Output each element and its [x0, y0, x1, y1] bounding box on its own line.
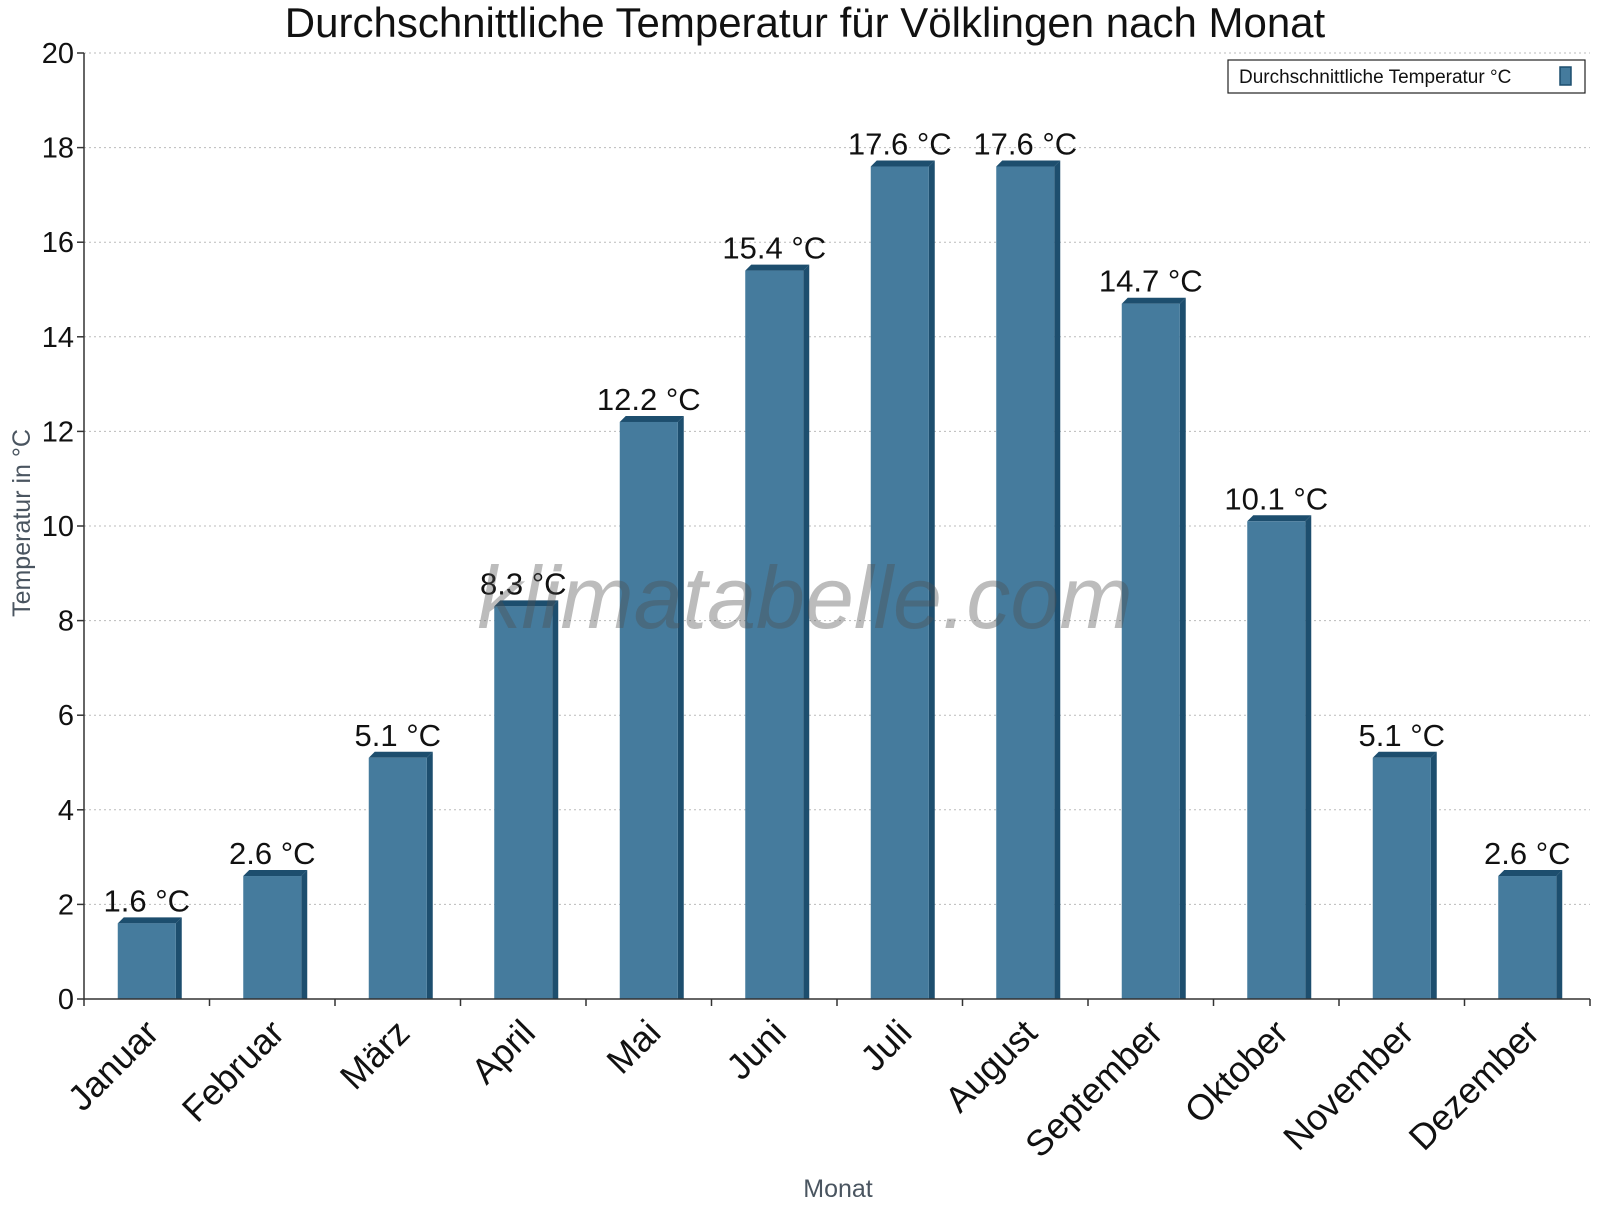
x-axis-title: Monat: [803, 1175, 873, 1200]
bar-top-face: [243, 870, 308, 877]
data-label: 1.6 °C: [104, 883, 191, 918]
x-tick-labels: Januar Februar März April Mai Juni Juli AugustS…: [60, 1012, 1547, 1166]
x-tick-label: März: [332, 1012, 418, 1098]
data-labels: 1.6 °C 2.6 °C 5.1 °C 8.3 °C 12.2 °C 15.4 °C 17…: [104, 127, 1571, 919]
bar-side-face: [928, 160, 935, 999]
bar-top-face: [1121, 297, 1186, 304]
y-tick-label: 2: [58, 889, 74, 921]
x-tick-label: Juni: [718, 1012, 794, 1088]
y-axis-title: Temperatur in °C: [8, 429, 36, 617]
bar-side-face: [1305, 515, 1312, 999]
data-label: 5.1 °C: [355, 718, 442, 753]
bars: [117, 160, 1563, 1000]
bar: [745, 270, 804, 1000]
data-label: 2.6 °C: [1484, 836, 1571, 871]
bar: [870, 166, 929, 999]
bar: [494, 606, 553, 999]
y-tick-labels: 0 2 4 6 8 10 12 14 16 18 20: [42, 38, 74, 1016]
y-tick-label: 4: [58, 795, 74, 827]
watermark: klimatabelle.com: [477, 548, 1132, 647]
bar-side-face: [1179, 297, 1186, 999]
y-tick-label: 20: [42, 38, 74, 70]
data-label: 17.6 °C: [973, 127, 1077, 162]
bar-side-face: [426, 751, 433, 999]
y-tick-label: 16: [42, 227, 74, 259]
data-label: 15.4 °C: [722, 231, 826, 266]
bar-top-face: [368, 751, 433, 758]
bar-top-face: [619, 415, 684, 422]
data-label: 8.3 °C: [480, 566, 567, 601]
data-label: 14.7 °C: [1099, 264, 1203, 299]
data-label: 17.6 °C: [848, 127, 952, 162]
legend-box: [1227, 59, 1586, 94]
bar-side-face: [803, 264, 810, 1000]
bar-top-face: [1247, 515, 1312, 522]
bar-top-face: [1498, 870, 1563, 877]
legend-swatch: [1559, 66, 1572, 86]
legend-label: Durchschnittliche Temperatur °C: [1239, 67, 1511, 88]
bar-side-face: [677, 415, 684, 999]
y-tick-label: 8: [58, 606, 74, 638]
y-tick-label: 12: [42, 416, 74, 448]
bar-side-face: [1556, 870, 1563, 999]
bar: [1247, 521, 1306, 999]
y-tick-label: 6: [58, 700, 74, 732]
x-tick-label: Januar: [60, 1012, 167, 1119]
bar-top-face: [745, 264, 810, 271]
bar-top-face: [996, 160, 1061, 167]
x-tick-label: November: [1275, 1012, 1421, 1158]
bar: [368, 757, 427, 999]
bar-side-face: [301, 870, 308, 999]
bar: [1498, 876, 1557, 999]
y-tick-label: 18: [42, 133, 74, 165]
data-label: 12.2 °C: [597, 382, 701, 417]
bar-top-face: [494, 600, 559, 607]
x-tick-label: Februar: [174, 1012, 292, 1130]
x-tick-label: April: [463, 1012, 543, 1092]
bar: [117, 923, 176, 999]
bar-side-face: [175, 917, 182, 999]
bar-side-face: [1430, 751, 1437, 999]
bar: [619, 421, 678, 999]
chart-title: Durchschnittliche Temperatur für Völklin…: [285, 0, 1326, 46]
x-tick-label: August: [937, 1012, 1045, 1120]
bar: [1121, 303, 1180, 999]
y-tick-label: 14: [42, 322, 74, 354]
y-tick-label: 0: [58, 984, 74, 1016]
bar: [1372, 757, 1431, 999]
data-label: 10.1 °C: [1224, 481, 1328, 516]
bar-top-face: [1372, 751, 1437, 758]
y-tick-label: 10: [42, 511, 74, 543]
bar: [996, 166, 1055, 999]
legend: Durchschnittliche Temperatur °C: [1227, 59, 1586, 94]
axes: [83, 53, 1590, 1000]
bar-top-face: [870, 160, 935, 167]
x-tick-label: Oktober: [1176, 1012, 1296, 1132]
gridlines: [77, 52, 1591, 1006]
data-label: 5.1 °C: [1359, 718, 1446, 753]
x-tick-label: September: [1017, 1012, 1171, 1166]
data-label: 2.6 °C: [229, 836, 316, 871]
bar-top-face: [117, 917, 182, 924]
bar-side-face: [1054, 160, 1061, 999]
x-tick-label: Dezember: [1400, 1012, 1546, 1158]
x-tick-label: Mai: [598, 1012, 668, 1082]
bar: [243, 876, 302, 999]
x-tick-label: Juli: [852, 1012, 919, 1079]
bar-side-face: [552, 600, 559, 999]
